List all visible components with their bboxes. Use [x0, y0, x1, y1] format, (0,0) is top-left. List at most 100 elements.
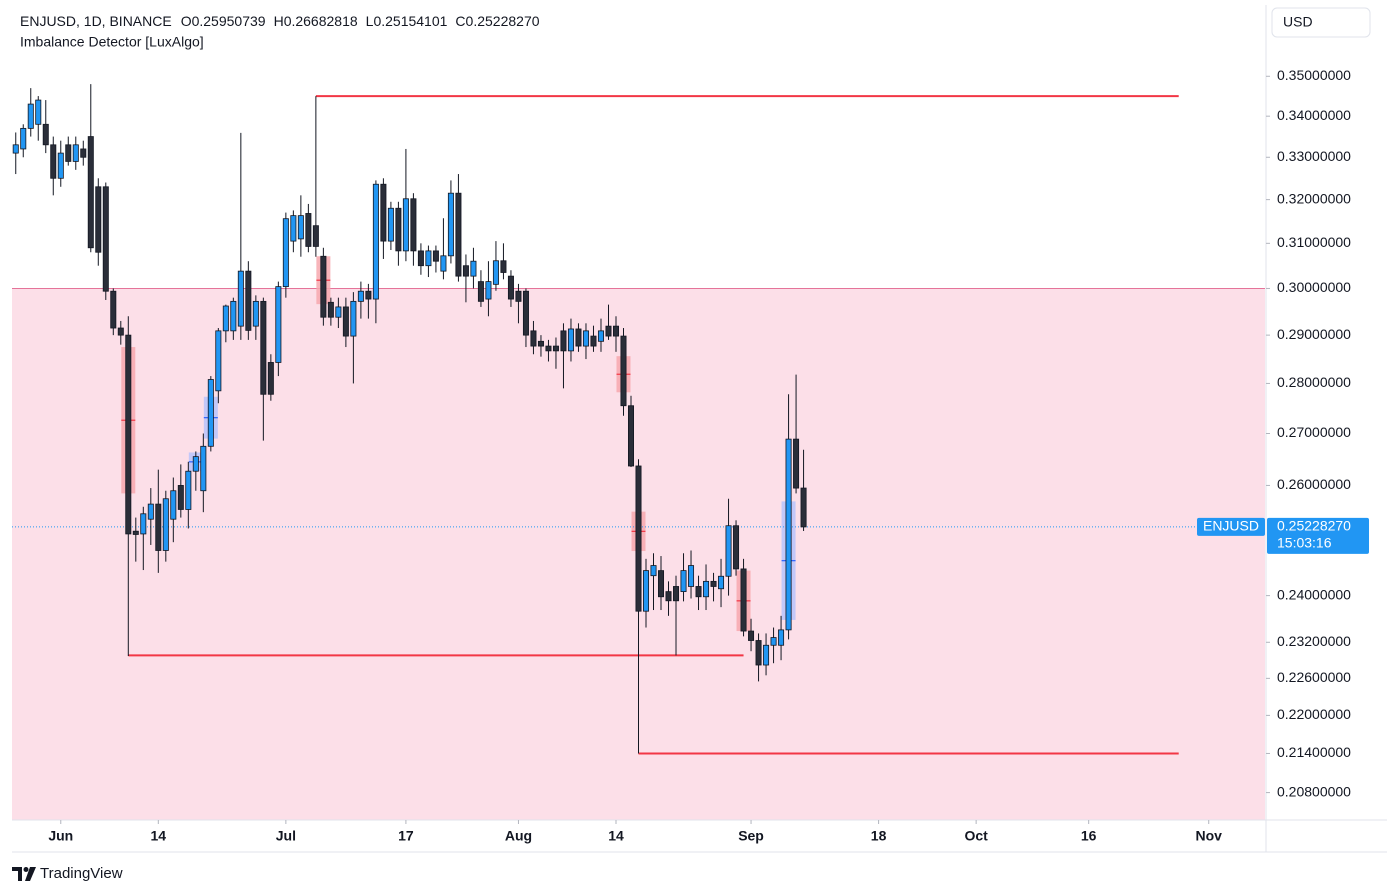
y-tick-label: 0.30000000: [1277, 279, 1351, 295]
brand-name: TradingView: [40, 865, 123, 882]
candle-body: [800, 487, 807, 528]
candle-body: [365, 290, 372, 300]
candle-body: [402, 198, 409, 252]
y-tick-label: 0.27000000: [1277, 424, 1351, 440]
candle-body: [267, 362, 274, 395]
candle-body: [357, 290, 364, 302]
candle-body: [492, 260, 499, 285]
candle-body: [57, 152, 64, 179]
candle-body: [95, 186, 102, 253]
candle-body: [372, 183, 379, 300]
x-tick-label: Nov: [1196, 828, 1223, 844]
candle-body: [680, 570, 687, 593]
candle-body: [447, 192, 454, 257]
candle-body: [275, 286, 282, 363]
candle-body: [470, 260, 477, 277]
y-tick-label: 0.32000000: [1277, 190, 1351, 206]
candle-body: [380, 183, 387, 242]
candle-body: [320, 255, 327, 318]
candle-body: [237, 270, 244, 327]
candle-body: [102, 186, 109, 292]
candle-body: [20, 127, 27, 150]
candle-body: [35, 99, 42, 125]
candle-body: [117, 327, 124, 336]
symbol-tag-label: ENJUSD: [1203, 518, 1259, 534]
candle-body: [740, 568, 747, 632]
candle-body: [27, 103, 34, 129]
brand-logo: [12, 867, 36, 881]
candle-body: [748, 630, 755, 641]
y-tick-label: 0.35000000: [1277, 67, 1351, 83]
candle-body: [80, 148, 87, 158]
candle-body: [778, 629, 785, 646]
candle-body: [425, 250, 432, 267]
candle-body: [260, 300, 267, 395]
candle-body: [500, 260, 507, 273]
y-tick-label: 0.29000000: [1277, 326, 1351, 342]
candle-body: [335, 306, 342, 318]
candle-body: [650, 565, 657, 577]
y-tick-label: 0.23200000: [1277, 633, 1351, 649]
candle-body: [432, 250, 439, 262]
candle-body: [222, 305, 229, 332]
indicator-name: Imbalance Detector [LuxAlgo]: [20, 34, 204, 50]
candle-body: [42, 123, 49, 146]
currency-button[interactable]: [1271, 7, 1371, 38]
candle-body: [87, 136, 94, 249]
y-tick-label: 0.33000000: [1277, 148, 1351, 164]
candle-body: [12, 144, 19, 154]
y-tick-label: 0.28000000: [1277, 374, 1351, 390]
y-tick-label: 0.22600000: [1277, 669, 1351, 685]
y-tick-label: 0.20800000: [1277, 783, 1351, 799]
candle-body: [215, 330, 222, 392]
candle-body: [605, 325, 612, 337]
candle-body: [72, 144, 79, 162]
candle-body: [582, 330, 589, 347]
x-tick-label: 14: [608, 828, 624, 844]
y-tick-label: 0.22000000: [1277, 706, 1351, 722]
currency-label[interactable]: USD: [1283, 14, 1313, 30]
plot-area: [12, 84, 1265, 821]
candle-body: [252, 300, 259, 327]
candle-body: [635, 465, 642, 612]
candle-body: [755, 640, 762, 666]
x-tick-label: Aug: [505, 828, 532, 844]
x-tick-label: Sep: [738, 828, 764, 844]
candle-body: [627, 405, 634, 467]
ohlc-key: O: [181, 13, 192, 29]
y-tick-label: 0.34000000: [1277, 107, 1351, 123]
candle-body: [140, 513, 147, 535]
candle-body: [230, 300, 237, 332]
candle-body: [710, 580, 717, 587]
candle-body: [185, 470, 192, 510]
candle-body: [688, 565, 695, 587]
ohlc-key: H: [274, 13, 284, 29]
price-tag: [1267, 517, 1369, 554]
candle-body: [545, 345, 552, 352]
symbol-title: ENJUSD, 1D, BINANCE: [20, 13, 172, 29]
candle-body: [290, 215, 297, 242]
candle-body: [395, 207, 402, 252]
candle-body: [552, 345, 559, 352]
candle-body: [170, 490, 177, 520]
candle-body: [703, 580, 710, 598]
candle-body: [658, 570, 665, 598]
candle-body: [282, 218, 289, 288]
candle-body: [462, 265, 469, 277]
x-tick-label: 16: [1081, 828, 1097, 844]
candle-body: [147, 503, 154, 520]
candle-body: [110, 290, 117, 329]
candle-body: [597, 330, 604, 342]
candle-body: [155, 503, 162, 551]
candle-body: [718, 575, 725, 590]
candle-body: [192, 456, 199, 472]
candle-body: [50, 144, 57, 179]
candle-body: [733, 525, 740, 570]
candle-body: [770, 637, 777, 646]
candle-body: [763, 644, 770, 666]
candle-body: [177, 485, 184, 510]
x-tick-label: 18: [871, 828, 887, 844]
candle-body: [560, 330, 567, 352]
ohlc-value: 0.25154101: [373, 13, 447, 29]
candle-body: [305, 213, 312, 247]
